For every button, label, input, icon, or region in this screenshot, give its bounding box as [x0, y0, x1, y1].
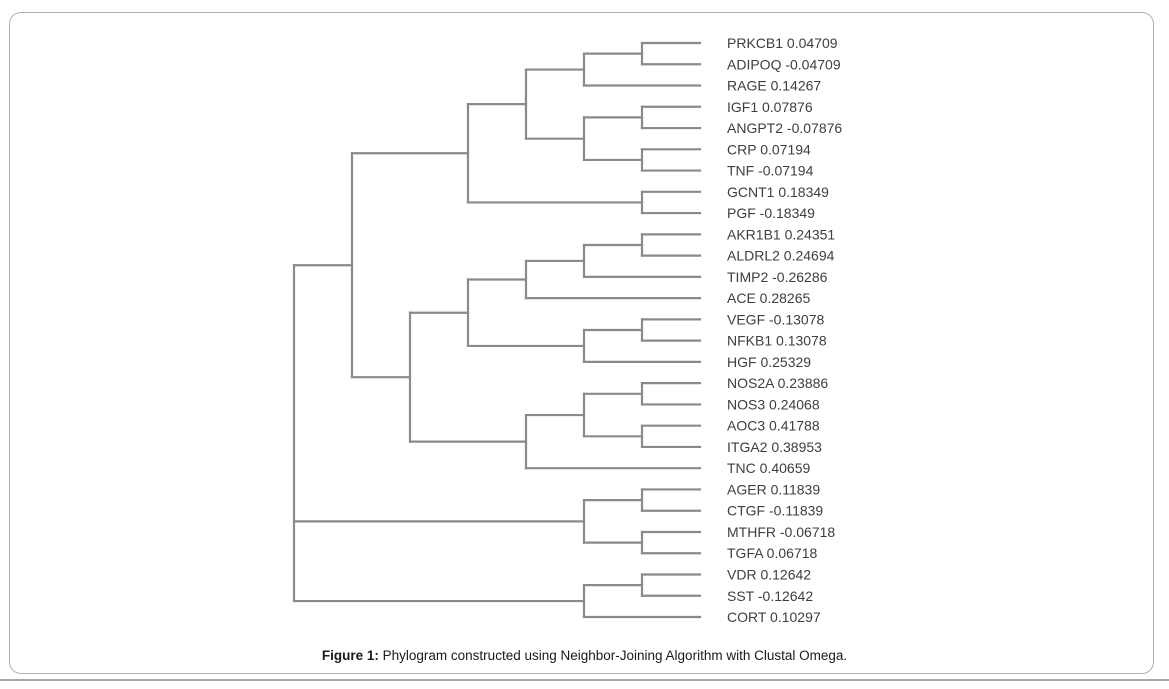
leaf-label-TGFA: TGFA 0.06718	[727, 545, 817, 561]
leaf-label-SST: SST -0.12642	[727, 588, 813, 604]
leaf-label-PGF: PGF -0.18349	[727, 205, 815, 221]
leaf-label-NOS2A: NOS2A 0.23886	[727, 375, 828, 391]
leaf-label-TIMP2: TIMP2 -0.26286	[727, 269, 828, 285]
leaf-label-TNC: TNC 0.40659	[727, 460, 810, 476]
leaf-label-HGF: HGF 0.25329	[727, 354, 811, 370]
leaf-label-AKR1B1: AKR1B1 0.24351	[727, 226, 835, 242]
leaf-label-ACE: ACE 0.28265	[727, 290, 810, 306]
page-bottom-rule	[0, 679, 1169, 681]
leaf-label-AOC3: AOC3 0.41788	[727, 418, 820, 434]
leaf-label-CTGF: CTGF -0.11839	[727, 503, 823, 519]
leaf-label-VEGF: VEGF -0.13078	[727, 311, 824, 327]
leaf-label-VDR: VDR 0.12642	[727, 567, 811, 583]
leaf-label-AGER: AGER 0.11839	[727, 481, 820, 497]
leaf-label-CRP: CRP 0.07194	[727, 141, 811, 157]
leaf-label-MTHFR: MTHFR -0.06718	[727, 524, 835, 540]
leaf-label-ADIPOQ: ADIPOQ -0.04709	[727, 56, 841, 72]
figure-caption-text: Phylogram constructed using Neighbor-Joi…	[378, 648, 848, 663]
figure-caption: Figure 1: Phylogram constructed using Ne…	[0, 647, 1169, 664]
leaf-label-IGF1: IGF1 0.07876	[727, 99, 813, 115]
leaf-label-NFKB1: NFKB1 0.13078	[727, 333, 827, 349]
leaf-label-ANGPT2: ANGPT2 -0.07876	[727, 120, 842, 136]
figure-panel	[9, 12, 1154, 674]
leaf-label-RAGE: RAGE 0.14267	[727, 78, 821, 94]
leaf-label-ALDRL2: ALDRL2 0.24694	[727, 248, 835, 264]
leaf-label-TNF: TNF -0.07194	[727, 163, 814, 179]
leaf-label-PRKCB1: PRKCB1 0.04709	[727, 35, 838, 51]
figure-caption-number: Figure 1:	[321, 648, 379, 663]
leaf-label-ITGA2: ITGA2 0.38953	[727, 439, 822, 455]
leaf-label-GCNT1: GCNT1 0.18349	[727, 184, 829, 200]
leaf-label-CORT: CORT 0.10297	[727, 609, 821, 625]
leaf-label-NOS3: NOS3 0.24068	[727, 396, 820, 412]
